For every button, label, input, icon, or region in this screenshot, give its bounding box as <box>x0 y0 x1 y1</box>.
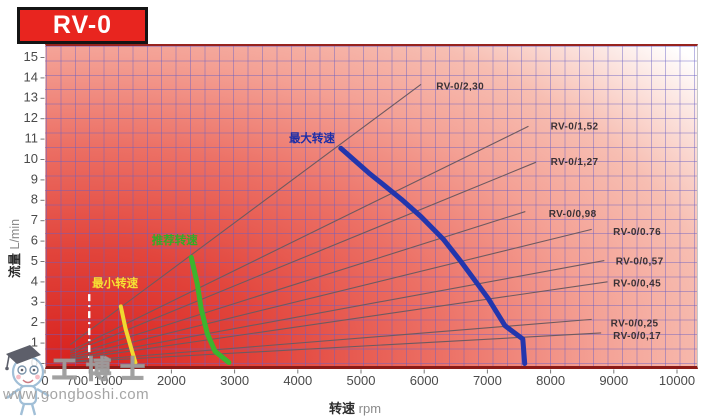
x-tick-label: 9000 <box>599 373 628 388</box>
chart-title: RV-0 <box>52 11 113 39</box>
x-tick-label: 4000 <box>283 373 312 388</box>
x-tick-label: 0 <box>41 373 48 388</box>
y-axis-title-text: 流量 <box>8 252 22 278</box>
max-speed-curve <box>338 145 528 366</box>
displacement-line-label: RV-0/2,30 <box>436 82 484 93</box>
displacement-line-label: RV-0/0,25 <box>611 318 659 329</box>
watermark-url: www.gongboshi.com <box>3 386 150 403</box>
y-tick-label: 13 <box>24 90 38 105</box>
displacement-line <box>69 83 422 346</box>
y-axis-title: 流量 L/min <box>4 219 23 278</box>
y-tick-label: 9 <box>31 171 38 186</box>
watermark-robot-icon <box>5 345 50 416</box>
x-axis-title-text: 转速 <box>329 401 356 416</box>
y-tick-label: 15 <box>24 49 38 64</box>
x-tick-label: 8000 <box>536 373 565 388</box>
max-speed-label: 最大转速 <box>289 131 335 145</box>
displacement-line <box>70 281 608 361</box>
displacement-line <box>70 228 592 358</box>
y-axis-unit: L/min <box>8 218 22 250</box>
displacement-line <box>70 125 529 352</box>
displacement-line <box>70 332 602 363</box>
y-tick-label: 6 <box>31 233 38 248</box>
y-tick-label: 7 <box>31 212 38 227</box>
x-tick-label: 3000 <box>220 373 249 388</box>
y-tick-label: 12 <box>24 110 38 125</box>
y-tick-label: 1 <box>31 335 38 350</box>
displacement-line-label: RV-0/1,52 <box>551 121 599 132</box>
displacement-line-label: RV-0/0.76 <box>613 227 661 238</box>
x-axis-unit: rpm <box>358 401 382 416</box>
y-tick-label: 2 <box>31 314 38 329</box>
displacement-line-label: RV-0/0,17 <box>613 331 661 342</box>
x-tick-label: 700 <box>66 373 88 388</box>
x-axis-title: 转速 rpm <box>329 398 381 417</box>
x-tick-label: 5000 <box>347 373 376 388</box>
y-tick-label: 3 <box>31 294 38 309</box>
displacement-line <box>70 211 526 357</box>
x-tick-label: 10000 <box>659 373 695 388</box>
x-tick-label: 2000 <box>157 373 186 388</box>
watermark-brand: 工博士 <box>51 355 155 384</box>
y-tick-label: 8 <box>31 192 38 207</box>
displacement-line-label: RV-0/0,45 <box>613 279 661 290</box>
x-tick-label: 6000 <box>410 373 439 388</box>
y-tick-label: 5 <box>31 253 38 268</box>
x-tick-label: 7000 <box>473 373 502 388</box>
min-speed-label: 最小转速 <box>92 276 138 290</box>
min-speed-curve <box>118 304 138 365</box>
displacement-line-label: RV-0/0,57 <box>616 257 664 268</box>
y-tick-label: 11 <box>25 131 39 146</box>
y-tick-label: 4 <box>31 273 38 288</box>
y-tick-label: 10 <box>24 151 38 166</box>
recommended-speed-label: 推荐转速 <box>152 233 198 247</box>
displacement-line <box>70 161 537 354</box>
displacement-line <box>70 260 605 360</box>
y-tick-label: 14 <box>24 69 38 84</box>
displacement-line-label: RV-0/0,98 <box>549 209 597 220</box>
recommended-speed-curve <box>188 254 232 365</box>
plot-area <box>45 44 698 369</box>
chart-title-box: RV-0 <box>17 7 148 44</box>
displacement-line-label: RV-0/1,27 <box>551 157 599 168</box>
x-tick-label: 1000 <box>94 373 123 388</box>
